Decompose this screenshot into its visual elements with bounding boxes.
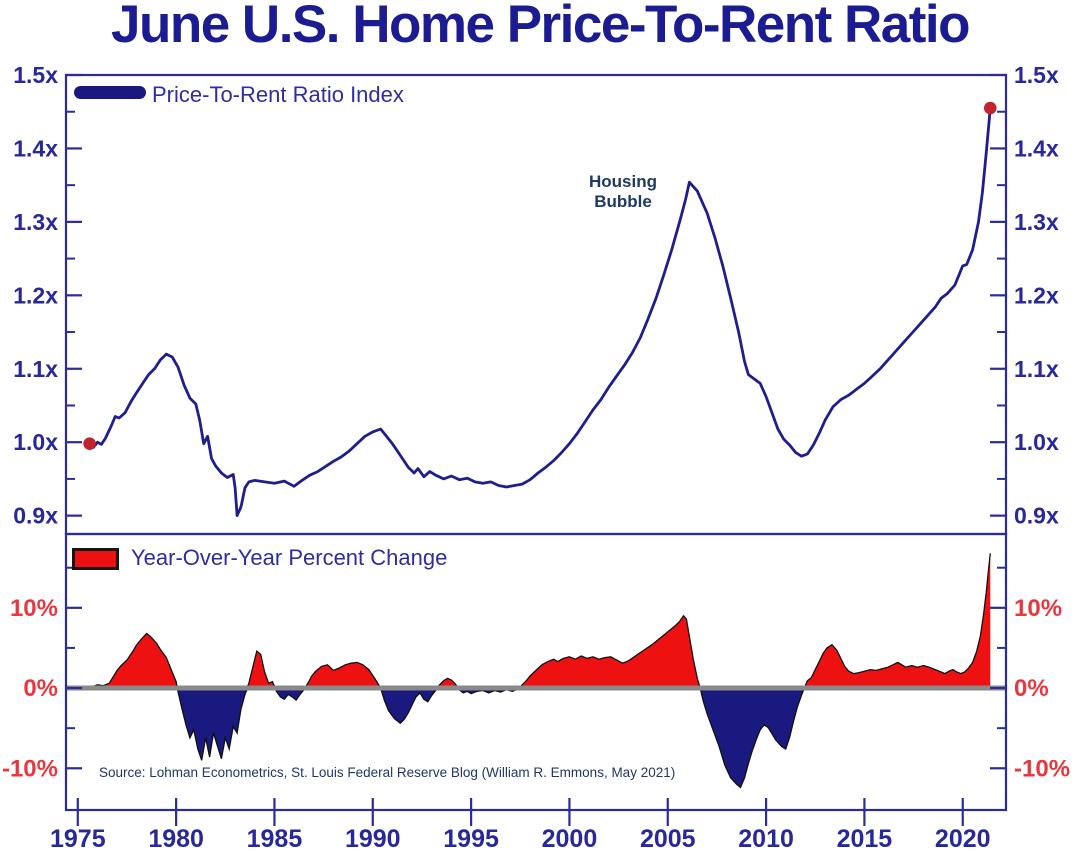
endpoint-marker <box>83 437 96 450</box>
ratio-ytick-label-left: 1.4x <box>13 135 58 161</box>
ratio-ytick-label-right: 1.0x <box>1014 429 1059 455</box>
ratio-ytick-label-right: 1.2x <box>1014 282 1059 308</box>
yoy-ytick-label-left: -10% <box>2 755 58 782</box>
ratio-ytick-label-right: 1.5x <box>1014 62 1059 88</box>
chart-title: June U.S. Home Price-To-Rent Ratio <box>111 0 970 54</box>
ratio-ytick-label-left: 1.3x <box>13 209 58 235</box>
xtick-label: 1990 <box>345 825 401 853</box>
xtick-label: 2000 <box>542 825 598 853</box>
ratio-legend-label: Price-To-Rent Ratio Index <box>152 82 404 107</box>
yoy-ytick-label-left: 0% <box>23 675 58 702</box>
source-text: Source: Lohman Econometrics, St. Louis F… <box>99 765 676 780</box>
endpoint-marker <box>983 101 997 115</box>
xtick-label: 2020 <box>935 825 991 853</box>
ratio-ytick-label-right: 1.3x <box>1014 209 1059 235</box>
ratio-ytick-label-left: 1.1x <box>13 356 58 382</box>
xtick-label: 1980 <box>148 825 204 853</box>
xtick-label: 2010 <box>738 825 794 853</box>
yoy-ytick-label-right: 0% <box>1014 675 1049 702</box>
yoy-ytick-label-right: -10% <box>1014 755 1070 782</box>
yoy-positive-area <box>89 553 991 688</box>
yoy-negative-area <box>89 688 991 788</box>
ratio-ytick-label-right: 1.4x <box>1014 135 1059 161</box>
yoy-area-outline <box>89 553 991 789</box>
top-panel-border <box>64 73 1008 536</box>
bottom-panel-border <box>64 532 1008 812</box>
ratio-ytick-label-right: 0.9x <box>1014 503 1059 529</box>
price-to-rent-line <box>88 107 992 517</box>
ratio-ytick-label-right: 1.1x <box>1014 356 1059 382</box>
ratio-ytick-label-left: 0.9x <box>13 503 58 529</box>
xtick-label: 2005 <box>640 825 696 853</box>
xtick-label: 2015 <box>837 825 893 853</box>
ratio-ytick-label-left: 1.2x <box>13 282 58 308</box>
ratio-ytick-label-left: 1.5x <box>13 62 58 88</box>
ratio-ytick-label-left: 1.0x <box>13 429 58 455</box>
xtick-label: 1975 <box>50 825 106 853</box>
yoy-ytick-label-left: 10% <box>10 595 58 622</box>
housing-bubble-annotation: Housing Bubble <box>589 172 657 211</box>
xtick-label: 1995 <box>443 825 499 853</box>
ratio-legend-swatch <box>74 86 146 99</box>
yoy-ytick-label-right: 10% <box>1014 595 1062 622</box>
yoy-legend-swatch <box>72 548 119 570</box>
yoy-legend-label: Year-Over-Year Percent Change <box>131 545 448 570</box>
xtick-label: 1985 <box>247 825 303 853</box>
